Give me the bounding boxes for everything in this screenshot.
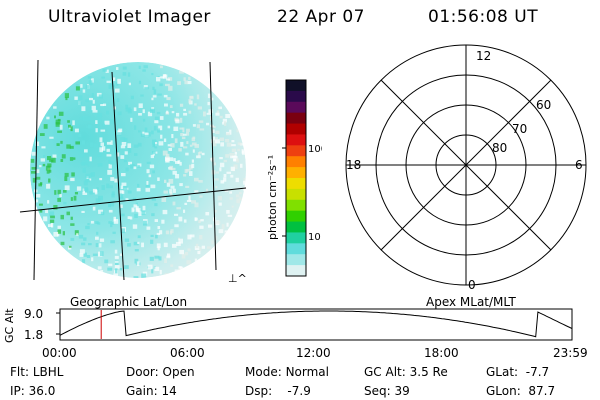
dsp-label: Dsp: <box>245 384 273 398</box>
mlt-label-12: 12 <box>476 49 491 63</box>
gcalt-label: GC Alt: <box>364 365 406 379</box>
glat-label: GLat: <box>486 365 519 379</box>
seq-value: 39 <box>394 384 410 398</box>
flt-label: Flt: <box>10 365 29 379</box>
uv-image-panel: ⊥^ <box>19 59 247 285</box>
door-label: Door: <box>126 365 159 379</box>
geographic-grid-lines <box>19 59 247 281</box>
colorbar-tick-100: 100 <box>308 144 322 155</box>
image-panel-label: Geographic Lat/Lon <box>70 295 188 309</box>
xtick-1200: 12:00 <box>296 346 331 360</box>
mode-value: Normal <box>285 365 329 379</box>
uv-earth-disk <box>30 62 246 278</box>
ip-label: IP: <box>10 384 25 398</box>
corner-mark: ⊥^ <box>228 272 247 285</box>
xtick-0600: 06:00 <box>170 346 205 360</box>
gcalt-value: 3.5 Re <box>409 365 448 379</box>
altitude-ytick-min: 1.8 <box>24 328 43 342</box>
altitude-plot: GC Alt 9.0 1.8 <box>3 307 573 343</box>
lat-label-60: 60 <box>536 98 551 112</box>
mlt-label-6: 6 <box>575 158 583 172</box>
colorbar-frame <box>285 79 307 277</box>
mlt-label-18: 18 <box>346 158 361 172</box>
colorbar-unit-label: photon cm⁻²s⁻¹ <box>266 155 279 240</box>
door-value: Open <box>162 365 195 379</box>
polar-panel-label: Apex MLat/MLT <box>426 295 516 309</box>
colorbar: 100 10 photon cm⁻²s⁻¹ <box>266 79 322 277</box>
altitude-ytick-max: 9.0 <box>24 307 43 321</box>
ip-value: 36.0 <box>28 384 56 398</box>
glon-value: 87.7 <box>528 384 556 398</box>
glon-label: GLon: <box>486 384 521 398</box>
instrument-title: Ultraviolet Imager <box>48 7 211 27</box>
mlt-label-0: 0 <box>468 278 476 292</box>
xtick-0000: 00:00 <box>42 346 77 360</box>
altitude-ylabel: GC Alt <box>3 308 16 343</box>
gain-label: Gain: <box>126 384 158 398</box>
xtick-2359: 23:59 <box>553 346 588 360</box>
observation-date: 22 Apr 07 <box>277 7 365 27</box>
colorbar-tick-10: 10 <box>308 232 321 243</box>
altitude-plot-frame <box>59 308 573 341</box>
colorbar-gradient <box>286 80 306 277</box>
lat-label-80: 80 <box>492 141 507 155</box>
dsp-value: -7.9 <box>287 384 311 398</box>
flt-value: LBHL <box>32 365 64 379</box>
observation-time: 01:56:08 UT <box>428 7 539 27</box>
mode-label: Mode: <box>245 365 282 379</box>
polar-plot: 12 0 18 6 60 70 80 <box>345 44 587 292</box>
glat-value: -7.7 <box>525 365 550 379</box>
lat-label-70: 70 <box>512 122 527 136</box>
altitude-curve <box>59 310 573 338</box>
xtick-1800: 18:00 <box>424 346 459 360</box>
seq-label: Seq: <box>364 384 391 398</box>
gain-value: 14 <box>161 384 177 398</box>
